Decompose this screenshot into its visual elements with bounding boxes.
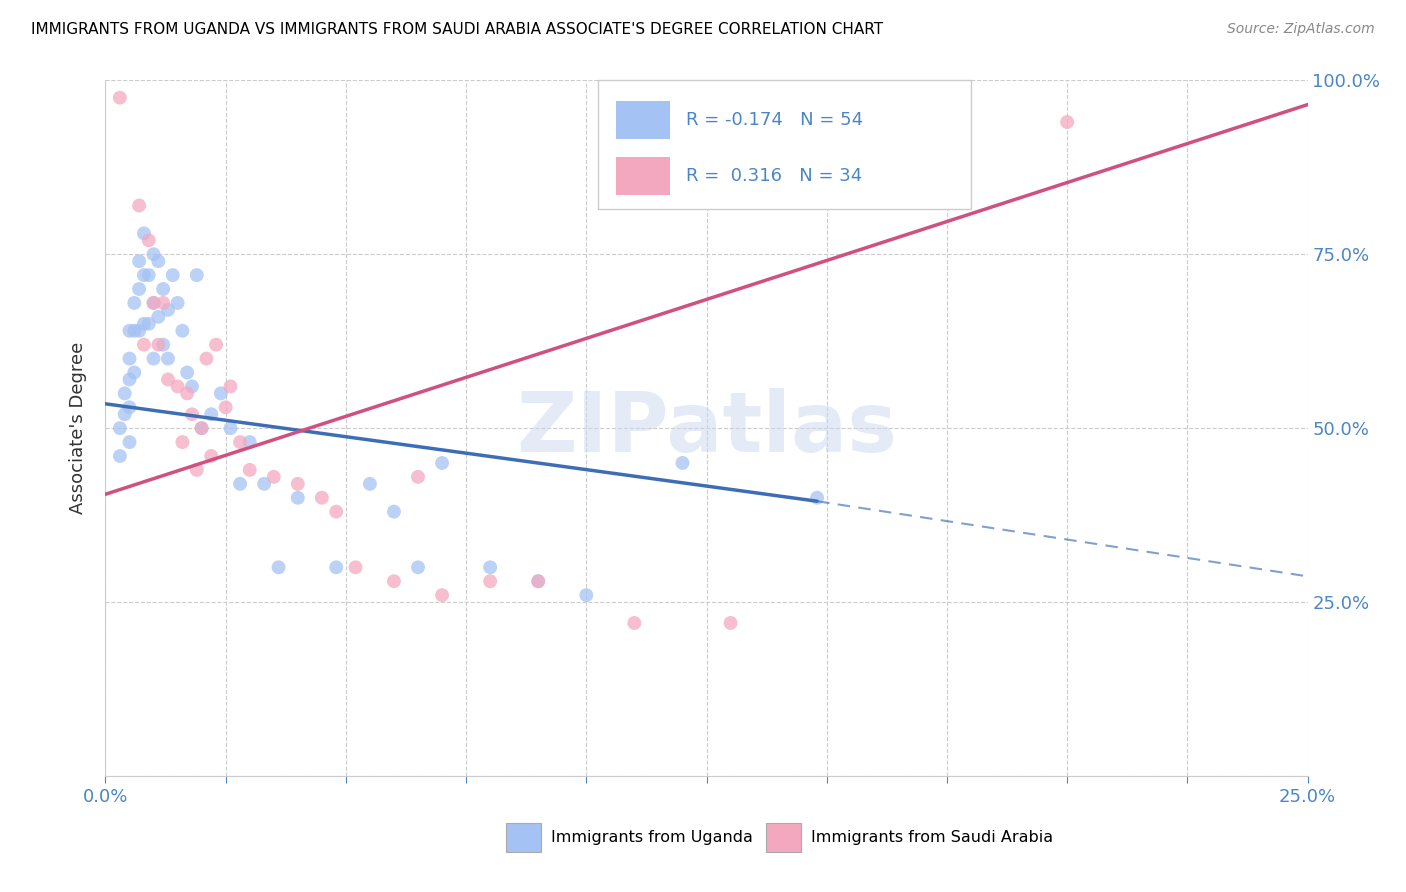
Point — [575, 588, 598, 602]
Point — [325, 560, 347, 574]
Point — [162, 268, 184, 282]
Point — [406, 560, 429, 574]
Point — [382, 505, 405, 519]
Point — [186, 268, 208, 282]
Point — [190, 421, 212, 435]
Point — [287, 476, 309, 491]
Point — [325, 505, 347, 519]
Point — [156, 302, 179, 317]
Point — [128, 198, 150, 212]
Point — [195, 351, 218, 366]
Point — [214, 401, 236, 415]
Point — [118, 372, 141, 386]
Point — [344, 560, 367, 574]
Point — [205, 337, 228, 351]
Point — [152, 337, 174, 351]
Point — [253, 476, 276, 491]
Y-axis label: Associate's Degree: Associate's Degree — [69, 342, 87, 515]
Point — [132, 337, 155, 351]
Point — [229, 435, 252, 450]
Point — [108, 449, 131, 463]
Point — [479, 560, 502, 574]
Text: R = -0.174   N = 54: R = -0.174 N = 54 — [686, 111, 863, 129]
Point — [190, 421, 212, 435]
Point — [527, 574, 550, 589]
Text: Source: ZipAtlas.com: Source: ZipAtlas.com — [1227, 22, 1375, 37]
Point — [359, 476, 381, 491]
Point — [108, 421, 131, 435]
Point — [118, 435, 141, 450]
Point — [148, 310, 170, 324]
Point — [128, 282, 150, 296]
Point — [148, 337, 170, 351]
Point — [239, 463, 262, 477]
Point — [124, 366, 146, 380]
Point — [118, 324, 141, 338]
Point — [132, 268, 155, 282]
Point — [124, 296, 146, 310]
Point — [172, 435, 194, 450]
Text: R =  0.316   N = 34: R = 0.316 N = 34 — [686, 167, 862, 185]
Text: Immigrants from Uganda: Immigrants from Uganda — [551, 830, 754, 845]
Point — [148, 254, 170, 268]
Point — [181, 379, 204, 393]
Point — [114, 386, 136, 401]
Point — [142, 351, 165, 366]
Point — [176, 386, 198, 401]
Point — [1056, 115, 1078, 129]
Point — [527, 574, 550, 589]
Point — [479, 574, 502, 589]
Text: IMMIGRANTS FROM UGANDA VS IMMIGRANTS FROM SAUDI ARABIA ASSOCIATE'S DEGREE CORREL: IMMIGRANTS FROM UGANDA VS IMMIGRANTS FRO… — [31, 22, 883, 37]
Point — [267, 560, 290, 574]
Point — [229, 476, 252, 491]
Point — [118, 401, 141, 415]
Text: ZIPatlas: ZIPatlas — [516, 388, 897, 468]
Point — [138, 317, 160, 331]
Point — [209, 386, 232, 401]
Point — [142, 296, 165, 310]
Point — [219, 379, 242, 393]
Point — [806, 491, 828, 505]
FancyBboxPatch shape — [616, 101, 671, 139]
Point — [132, 317, 155, 331]
Point — [142, 296, 165, 310]
Point — [156, 351, 179, 366]
Point — [124, 324, 146, 338]
Text: Immigrants from Saudi Arabia: Immigrants from Saudi Arabia — [811, 830, 1053, 845]
Point — [430, 456, 453, 470]
Point — [142, 247, 165, 261]
Point — [152, 296, 174, 310]
Point — [219, 421, 242, 435]
Point — [176, 366, 198, 380]
Point — [152, 282, 174, 296]
Point — [128, 324, 150, 338]
Point — [263, 470, 285, 484]
Point — [156, 372, 179, 386]
Point — [166, 296, 188, 310]
Point — [128, 254, 150, 268]
Point — [720, 615, 742, 630]
Point — [172, 324, 194, 338]
Point — [382, 574, 405, 589]
Point — [671, 456, 693, 470]
Point — [166, 379, 188, 393]
Point — [118, 351, 141, 366]
FancyBboxPatch shape — [616, 157, 671, 195]
Point — [311, 491, 333, 505]
FancyBboxPatch shape — [599, 80, 972, 209]
Point — [108, 91, 131, 105]
Point — [138, 233, 160, 247]
Point — [186, 463, 208, 477]
Point — [623, 615, 645, 630]
Point — [138, 268, 160, 282]
Point — [114, 407, 136, 421]
Point — [287, 491, 309, 505]
Point — [430, 588, 453, 602]
Point — [406, 470, 429, 484]
Point — [200, 449, 222, 463]
Point — [132, 227, 155, 241]
Point — [200, 407, 222, 421]
Point — [181, 407, 204, 421]
Point — [239, 435, 262, 450]
